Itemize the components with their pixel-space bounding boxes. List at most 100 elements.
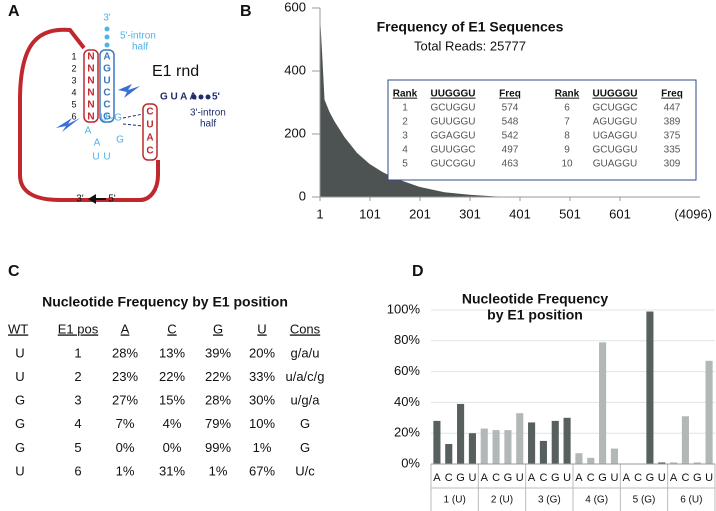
bar [539,440,547,464]
position-number: 2 [71,63,76,73]
inset-header: Rank [393,89,418,100]
nucleotide: G [114,113,122,124]
nucleotide: A [85,126,92,137]
table-cell: 6 [74,463,81,478]
intron-label: 5'-intron [120,31,156,42]
inset-header: Freq [499,89,521,100]
x-tick-label: 1 [316,206,323,221]
sub-label: G [693,472,702,484]
sub-label: U [610,472,618,484]
sub-label: U [563,472,571,484]
x-tick-label: 501 [559,206,581,221]
table-header: Cons [290,321,321,336]
construct-name: E1 rnd [152,63,199,80]
table-cell: 22% [159,369,185,384]
table-cell: 1% [116,463,135,478]
table-header: C [167,321,176,336]
nucleotide: U [92,152,99,163]
table-cell: 15% [159,393,185,408]
end-label: 5' [212,92,220,103]
table-cell: 31% [159,463,185,478]
bar [705,360,713,464]
inset-cell: 10 [561,159,573,170]
inset-header: Freq [661,89,683,100]
sub-label: G [551,472,560,484]
position-number: 5 [71,99,76,109]
bar [480,428,488,464]
sub-label: C [587,472,595,484]
table-header: G [213,321,223,336]
table-cell: 67% [249,463,275,478]
x-annotation: (4096) [674,206,712,221]
bar [563,417,571,464]
table-cell: 23% [112,369,138,384]
panel-label: C [8,263,20,280]
inset-cell: 9 [564,145,570,156]
chart-title: Nucleotide Frequency [462,291,608,307]
y-tick-label: 60% [394,363,420,378]
lightning [56,118,80,132]
group-label: 2 (U) [491,495,513,506]
table-cell: U [15,369,24,384]
dot [104,26,110,32]
chart-title: by E1 position [487,307,583,323]
table-cell: g/a/u [291,345,320,360]
bar [516,413,524,464]
bar [433,420,441,464]
dot [205,94,211,100]
bar [575,453,583,464]
y-tick-label: 100% [387,301,421,316]
table-cell: 27% [112,393,138,408]
table-cell: U/c [295,463,315,478]
sub-label: U [705,472,713,484]
group-label: 6 (U) [680,495,702,506]
x-tick-label: 301 [459,206,481,221]
table-cell: 4 [74,416,81,431]
table-cell: 28% [112,345,138,360]
y-tick-label: 80% [394,332,420,347]
group-label: 4 (G) [585,495,608,506]
table-cell: 39% [205,345,231,360]
table-cell: u/a/c/g [285,369,324,384]
table-cell: 4% [163,416,182,431]
group-label: 3 (G) [538,495,561,506]
inset-cell: GUAGGU [593,159,637,170]
bar [587,457,595,464]
table-cell: 79% [205,416,231,431]
red-box [142,103,158,161]
sub-label: A [670,472,678,484]
table-cell: 0% [163,440,182,455]
table-cell: 33% [249,369,275,384]
panel-label: B [240,3,252,20]
table-cell: 1% [209,463,228,478]
panel-label: A [8,3,20,20]
table-cell: 3 [74,393,81,408]
table-cell: U [15,345,24,360]
table-cell: G [15,393,25,408]
inset-cell: 2 [402,117,408,128]
nucleotide: U [100,113,107,124]
bar [610,448,618,464]
inset-cell: GUCGGU [431,159,476,170]
sub-label: C [539,472,547,484]
bar [670,462,678,464]
dot [191,94,197,100]
sub-label: C [492,472,500,484]
panel-d: D 0% 20% 40% 60% 80% 100% Nucleotide Frequency… [387,263,716,511]
sub-label: A [623,472,631,484]
inset-cell: 7 [564,117,570,128]
sub-label: C [634,472,642,484]
inset-cell: 335 [664,145,681,156]
nucleotide: N [87,64,94,75]
inset-header: Rank [555,89,580,100]
nucleotide: U [103,152,110,163]
inset-cell: GGAGGU [430,131,475,142]
inset-cell: AGUGGU [593,117,637,128]
sub-label: G [646,472,655,484]
sub-label: U [516,472,524,484]
table-cell: 22% [205,369,231,384]
sub-label: A [433,472,441,484]
inset-cell: GCUGGU [431,103,476,114]
nucleotide: N [87,88,94,99]
